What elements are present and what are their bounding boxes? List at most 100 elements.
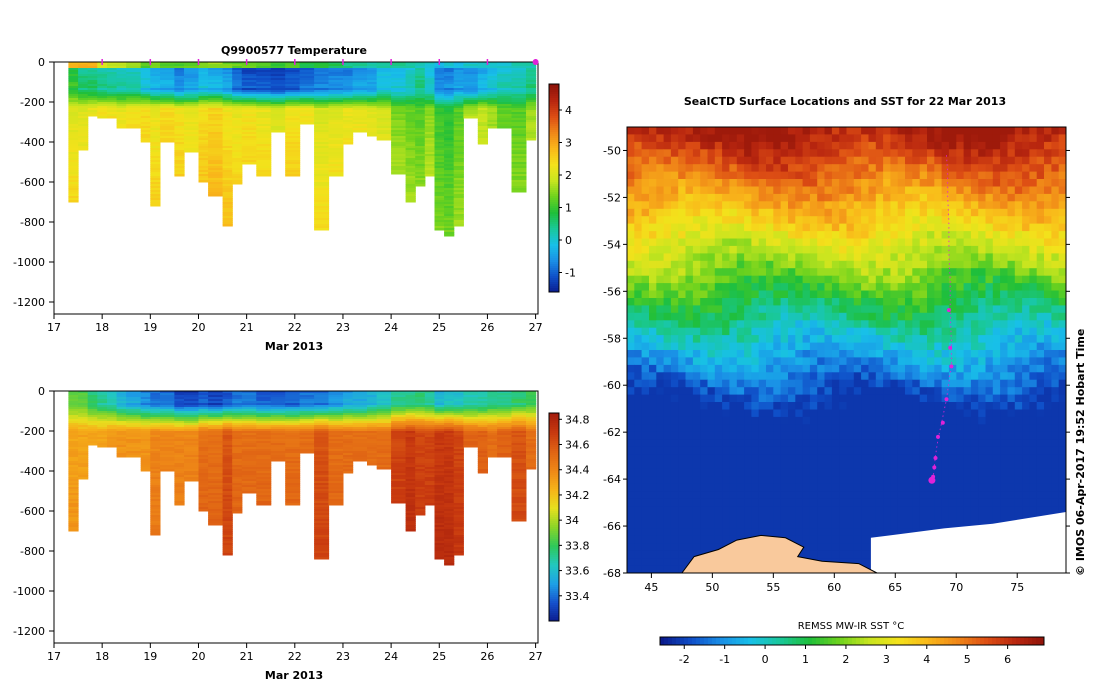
section-cell xyxy=(453,397,464,400)
section-cell xyxy=(453,62,464,65)
section-cell xyxy=(116,437,127,440)
colorbar-swatch xyxy=(549,517,559,520)
section-cell xyxy=(328,407,344,410)
section-cell xyxy=(391,134,407,137)
section-cell xyxy=(391,497,407,500)
section-cell xyxy=(314,499,330,502)
section-cell xyxy=(511,112,527,115)
section-cell xyxy=(453,463,464,466)
section-cell xyxy=(434,178,445,181)
section-cell xyxy=(453,200,464,203)
section-cell xyxy=(107,100,118,103)
section-cell xyxy=(97,106,108,109)
section-cell xyxy=(444,419,455,422)
section-cell xyxy=(376,94,392,97)
section-cell xyxy=(424,429,435,432)
section-cell xyxy=(87,62,98,65)
section-cell xyxy=(487,98,498,101)
section-cell xyxy=(232,467,243,470)
section-cell xyxy=(343,126,354,129)
section-cell xyxy=(453,521,464,524)
section-cell xyxy=(391,487,407,490)
section-cell xyxy=(424,138,435,141)
section-cell xyxy=(463,409,479,412)
section-cell xyxy=(487,403,498,406)
section-cell xyxy=(497,68,513,71)
section-cell xyxy=(184,94,199,97)
sst-cell xyxy=(736,164,745,173)
section-cell xyxy=(97,439,108,442)
section-cell xyxy=(511,188,527,191)
sst-cell xyxy=(744,149,752,158)
section-cell xyxy=(453,190,464,193)
section-cell xyxy=(477,118,488,121)
section-cell xyxy=(208,104,224,107)
section-cell xyxy=(477,407,488,410)
section-cell xyxy=(328,441,344,444)
sst-cell xyxy=(963,149,972,158)
section-cell xyxy=(116,405,127,408)
section-cell xyxy=(444,120,455,123)
section-cell xyxy=(391,447,407,450)
sst-cell xyxy=(809,127,818,135)
section-cell xyxy=(434,222,445,225)
section-cell xyxy=(222,473,233,476)
section-cell xyxy=(415,138,426,141)
section-cell xyxy=(497,409,513,412)
section-cell xyxy=(299,395,315,398)
section-cell xyxy=(107,409,118,412)
section-cell xyxy=(299,427,315,430)
section-cell xyxy=(285,471,301,474)
section-cell xyxy=(222,154,233,157)
section-cell xyxy=(208,72,224,75)
section-cell xyxy=(314,98,330,101)
colorbar-swatch xyxy=(549,138,559,141)
section-cell xyxy=(477,457,488,460)
section-cell xyxy=(299,112,315,115)
section-cell xyxy=(241,429,257,432)
section-cell xyxy=(405,144,416,147)
section-cell xyxy=(415,176,426,179)
sst-cell xyxy=(722,127,730,135)
section-cell xyxy=(511,98,527,101)
section-cell xyxy=(116,439,127,442)
section-cell xyxy=(314,96,330,99)
section-cell xyxy=(434,471,445,474)
sst-cell xyxy=(773,186,782,195)
section-cell xyxy=(116,64,127,67)
section-cell xyxy=(198,170,209,173)
section-cell xyxy=(184,96,199,99)
sst-cell xyxy=(948,164,957,173)
section-cell xyxy=(328,487,344,490)
section-cell xyxy=(453,158,464,161)
section-cell xyxy=(453,166,464,169)
colorbar-swatch xyxy=(549,284,559,287)
section-cell xyxy=(487,106,498,109)
section-cell xyxy=(415,499,426,502)
sst-cell xyxy=(773,141,782,150)
section-cell xyxy=(434,202,445,205)
section-cell xyxy=(453,86,464,89)
sst-cell xyxy=(788,127,796,135)
section-cell xyxy=(405,501,416,504)
salinity-axes: 17 18 19 20 21 22 23 24 25 26 270-200-400-600-800-… xyxy=(13,385,543,663)
colorbar-swatch xyxy=(549,477,559,480)
section-cell xyxy=(415,120,426,123)
section-cell xyxy=(376,134,392,137)
section-cell xyxy=(511,82,527,85)
section-cell xyxy=(126,124,142,127)
section-cell xyxy=(184,114,199,117)
section-cell xyxy=(463,94,479,97)
section-cell xyxy=(376,64,392,67)
section-cell xyxy=(208,511,224,514)
section-cell xyxy=(453,477,464,480)
section-cell xyxy=(68,138,79,141)
section-cell xyxy=(367,443,378,446)
section-cell xyxy=(150,184,161,187)
section-cell xyxy=(256,100,272,103)
section-cell xyxy=(222,463,233,466)
section-cell xyxy=(208,521,224,524)
section-cell xyxy=(78,126,89,129)
section-cell xyxy=(208,128,224,131)
section-cell xyxy=(444,202,455,205)
